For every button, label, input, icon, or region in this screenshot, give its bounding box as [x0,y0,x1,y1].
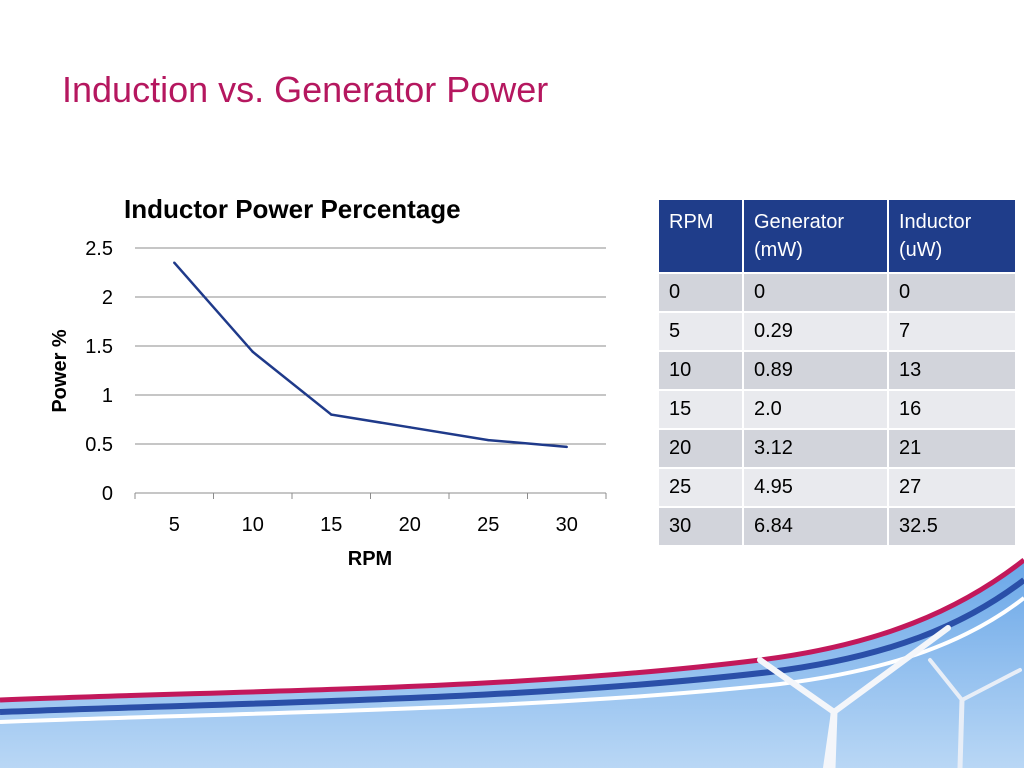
data-point [330,413,333,416]
chart-gridlines [134,247,607,499]
header-generator: Generator (mW) [742,198,889,274]
y-tick-label: 0 [102,483,113,505]
data-point [251,350,254,354]
table-row: 5 0.29 7 [657,311,1017,352]
table-cell: 27 [887,467,1017,508]
table-cell: 3.12 [742,428,889,469]
table-cell: 15 [657,389,744,430]
x-tick-label: 25 [477,514,499,536]
y-tick-label: 2.5 [85,238,113,260]
table-cell: 16 [887,389,1017,430]
table-cell: 10 [657,350,744,391]
series-line [173,261,567,449]
y-tick-label: 0.5 [85,434,113,456]
table-cell: 21 [887,428,1017,469]
x-tick-label: 20 [399,514,421,536]
table-cell: 2.0 [742,389,889,430]
table-cell: 0.89 [742,350,889,391]
table-cell: 13 [887,350,1017,391]
table-cell: 32.5 [887,506,1017,547]
x-tick-label: 5 [169,514,180,536]
x-axis-label: RPM [348,548,392,570]
table-cell: 4.95 [742,467,889,508]
table-row: 25 4.95 27 [657,467,1017,508]
table-row: 15 2.0 16 [657,389,1017,430]
y-axis-label: Power % [49,329,71,413]
table-row: 20 3.12 21 [657,428,1017,469]
table-cell: 25 [657,467,744,508]
y-axis-ticks: 0 0.5 1 1.5 2 2.5 [85,238,113,505]
table-cell: 0.29 [742,311,889,352]
table-cell: 20 [657,428,744,469]
table-cell: 0 [887,272,1017,313]
table-cell: 0 [742,272,889,313]
data-point [173,261,176,264]
table-cell: 6.84 [742,506,889,547]
y-tick-label: 1 [102,385,113,407]
wind-turbine-icon [757,625,951,768]
table-header-row: RPM Generator (mW) Inductor (uW) [657,198,1017,274]
x-tick-label: 15 [320,514,342,536]
table-row: 10 0.89 13 [657,350,1017,391]
y-tick-label: 1.5 [85,336,113,358]
chart-title: Inductor Power Percentage [124,194,461,224]
data-point [565,445,568,449]
table-cell: 7 [887,311,1017,352]
header-inductor: Inductor (uW) [887,198,1017,274]
header-rpm: RPM [657,198,744,274]
y-tick-label: 2 [102,287,113,309]
table-cell: 0 [657,272,744,313]
rpm-power-table: RPM Generator (mW) Inductor (uW) 0 0 0 5 0.2… [657,198,1017,547]
table-cell: 30 [657,506,744,547]
x-tick-label: 30 [556,514,578,536]
table-cell: 5 [657,311,744,352]
series-points [173,261,568,449]
data-point [408,426,411,429]
data-point [487,438,490,442]
table-row: 30 6.84 32.5 [657,506,1017,547]
x-tick-label: 10 [242,514,264,536]
x-axis-ticks: 5 10 15 20 25 30 [169,514,578,536]
slide-title: Induction vs. Generator Power [62,69,549,110]
